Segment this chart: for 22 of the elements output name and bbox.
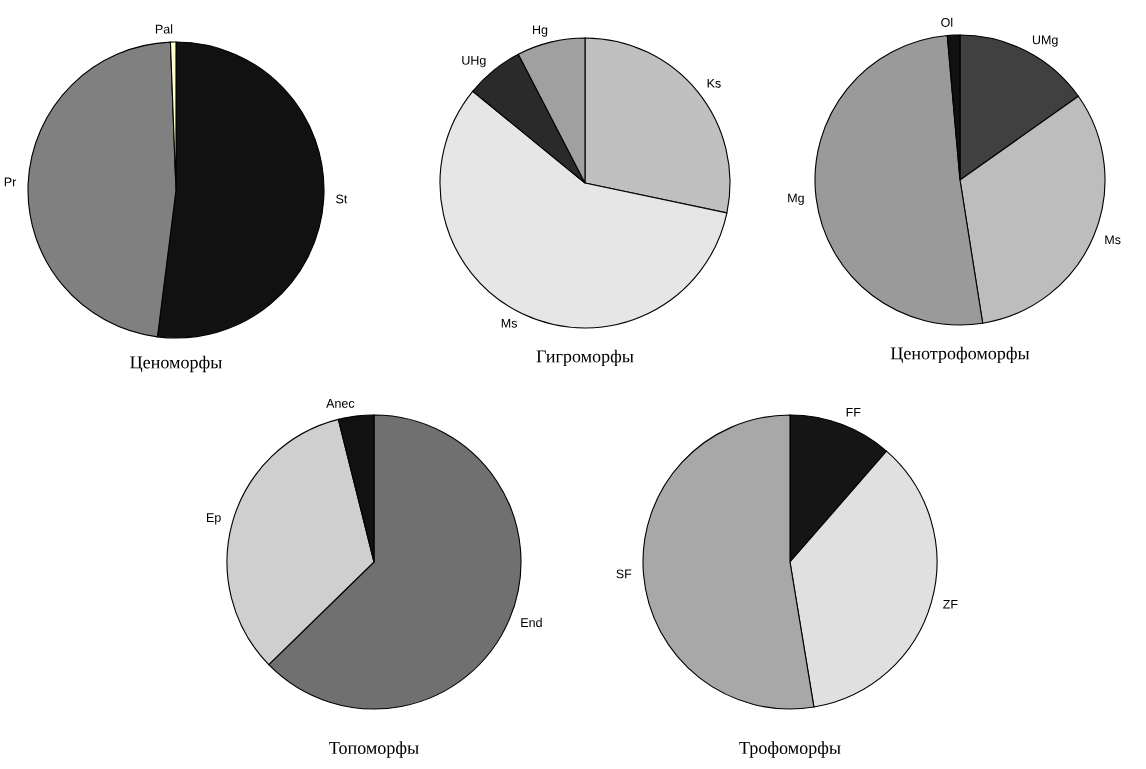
text: Трофоморфы [739,741,841,758]
text: Топоморфы [329,741,419,758]
slice-label: Mg [788,193,804,205]
slice-label: UHg [462,56,486,68]
slice-label: Ms [1105,235,1121,245]
slice-label: Ks [707,78,721,88]
slice-label: UMg [1032,35,1058,47]
slice-label: Ol [941,17,953,27]
slice-label: SF [616,569,632,579]
slice-label: Ep [207,513,221,525]
slice-label: FF [846,407,861,417]
slice-label: Pr [4,177,17,187]
slice-label: ZF [943,599,958,609]
slice-label: Hg [533,25,548,37]
text: Ценотрофоморфы [890,346,1030,364]
slice-label: Anec [326,399,355,408]
text: Ценоморфы [130,355,222,373]
slice-label: End [521,617,542,628]
slice-label: Pal [155,24,173,34]
slice-label: Ms [501,318,517,328]
slice-label: St [336,194,348,204]
text: Гигроморфы [536,349,634,367]
